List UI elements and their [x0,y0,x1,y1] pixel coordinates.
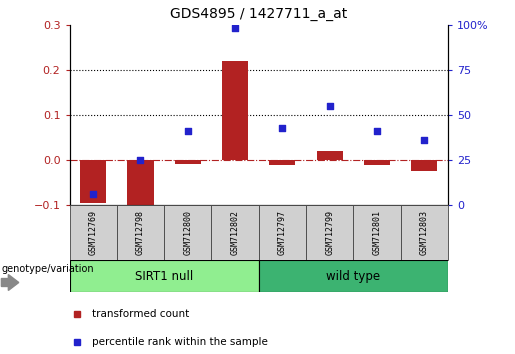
Text: GSM712799: GSM712799 [325,210,334,255]
Bar [353,205,401,260]
Bar [317,151,343,160]
Text: GSM712803: GSM712803 [420,210,429,255]
Text: genotype/variation: genotype/variation [2,264,94,274]
Bar [222,61,248,160]
Bar [80,160,106,203]
Bar [175,160,201,164]
Text: GSM712798: GSM712798 [136,210,145,255]
Bar [259,205,306,260]
Bar [70,205,117,260]
Text: SIRT1 null: SIRT1 null [135,270,193,282]
Text: wild type: wild type [327,270,381,282]
Bar [164,205,212,260]
Bar [306,205,353,260]
Point [278,125,286,131]
Point [184,129,192,134]
Point [89,192,97,197]
FancyArrow shape [2,275,19,290]
Bar [212,205,259,260]
Text: GSM712769: GSM712769 [89,210,98,255]
Text: transformed count: transformed count [92,309,190,319]
Text: GSM712802: GSM712802 [231,210,239,255]
Title: GDS4895 / 1427711_a_at: GDS4895 / 1427711_a_at [170,7,348,21]
Text: percentile rank within the sample: percentile rank within the sample [92,337,268,347]
Point [373,129,381,134]
Bar [259,260,448,292]
Bar [269,160,296,165]
Bar [411,160,437,171]
Text: GSM712800: GSM712800 [183,210,192,255]
Bar [128,160,153,207]
Bar [364,160,390,165]
Text: GSM712797: GSM712797 [278,210,287,255]
Point [420,137,428,143]
Bar [117,205,164,260]
Bar [70,260,259,292]
Bar [401,205,448,260]
Point [325,103,334,109]
Point [136,157,145,163]
Point [231,25,239,31]
Text: GSM712801: GSM712801 [372,210,382,255]
